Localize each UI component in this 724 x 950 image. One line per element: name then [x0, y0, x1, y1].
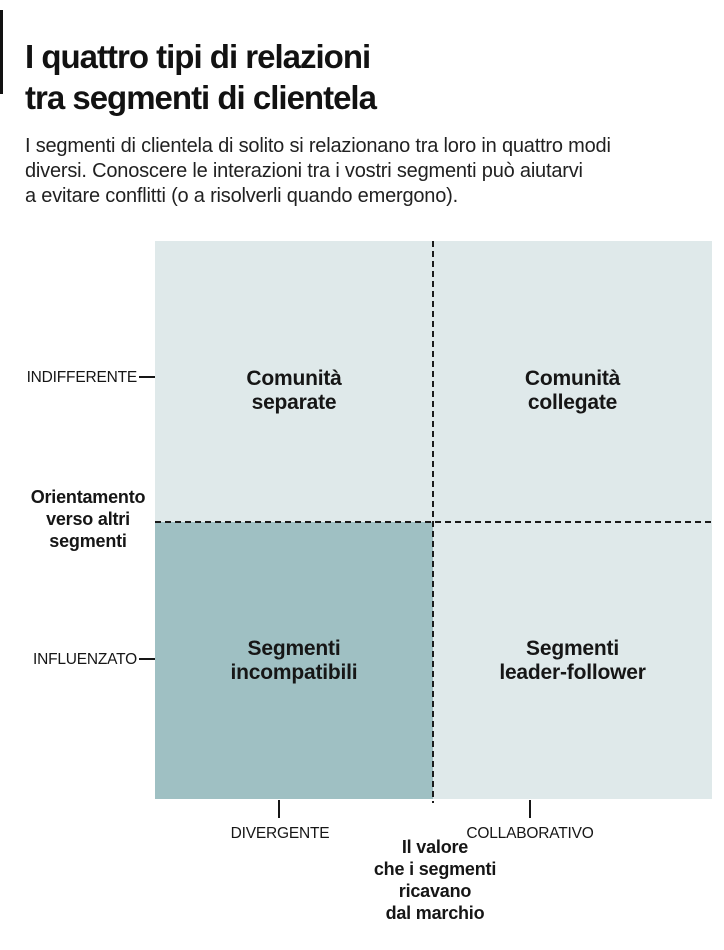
- y-axis-title-line: Orientamento: [30, 487, 146, 507]
- horizontal-dashed-divider: [155, 521, 712, 523]
- y-tick-mark-influenzato: [139, 658, 155, 660]
- x-axis-title-line: che i segmenti: [373, 859, 497, 879]
- figure-description-line: I segmenti di clientela di solito si rel…: [25, 135, 611, 157]
- quadrant-comunita-separate: Comunità separate: [155, 241, 433, 522]
- figure-description-line: diversi. Conoscere le interazioni tra i …: [25, 160, 583, 182]
- figure-description: I segmenti di clientela di solito si rel…: [25, 134, 611, 209]
- quadrant-label-line: incompatibili: [230, 660, 358, 684]
- x-axis-title-line: Il valore: [401, 837, 469, 857]
- x-axis-title-line: dal marchio: [385, 903, 485, 923]
- figure-title: I quattro tipi di relazioni tra segmenti…: [25, 36, 377, 118]
- figure-title-line: I quattro tipi di relazioni: [25, 38, 371, 76]
- figure-title-line: tra segmenti di clientela: [25, 79, 377, 117]
- x-tick-mark-collaborativo: [529, 800, 531, 818]
- quadrant-comunita-collegate: Comunità collegate: [433, 241, 712, 522]
- quadrant-label-line: leader-follower: [499, 660, 646, 684]
- quadrant-label-line: Comunità: [246, 366, 342, 390]
- quadrant-label-line: Segmenti: [526, 636, 619, 660]
- x-tick-label-divergente: DIVERGENTE: [230, 825, 330, 842]
- quadrant-label-line: Segmenti: [247, 636, 341, 660]
- y-tick-label-indifferente: INDIFFERENTE: [26, 369, 138, 386]
- figure-description-line: a evitare conflitti (o a risolverli quan…: [25, 185, 458, 207]
- quadrant-matrix: Comunità separate Comunità collegate Seg…: [155, 241, 712, 803]
- y-axis-title: Orientamento verso altri segmenti: [13, 486, 163, 552]
- y-axis-title-line: segmenti: [49, 531, 127, 551]
- y-tick-mark-indifferente: [139, 376, 155, 378]
- quadrant-segmenti-leader-follower: Segmenti leader-follower: [433, 522, 712, 799]
- quadrant-label-line: Comunità: [524, 366, 621, 390]
- x-tick-label-collaborativo: COLLABORATIVO: [466, 825, 594, 842]
- x-axis-title: Il valore che i segmenti ricavano dal ma…: [353, 836, 517, 924]
- quadrant-label: Comunità separate: [246, 367, 341, 415]
- y-axis-title-line: verso altri: [46, 509, 130, 529]
- quadrant-label: Segmenti incompatibili: [231, 637, 358, 685]
- y-tick-label-influenzato: INFLUENZATO: [32, 651, 137, 668]
- page-edge-mark: [0, 10, 3, 94]
- x-tick-mark-divergente: [278, 800, 280, 818]
- quadrant-label: Comunità collegate: [525, 367, 620, 415]
- quadrant-label-line: separate: [251, 390, 337, 414]
- x-axis-title-line: ricavano: [398, 881, 472, 901]
- quadrant-label-line: collegate: [527, 390, 618, 414]
- quadrant-label: Segmenti leader-follower: [499, 636, 646, 685]
- quadrant-segmenti-incompatibili: Segmenti incompatibili: [155, 522, 433, 799]
